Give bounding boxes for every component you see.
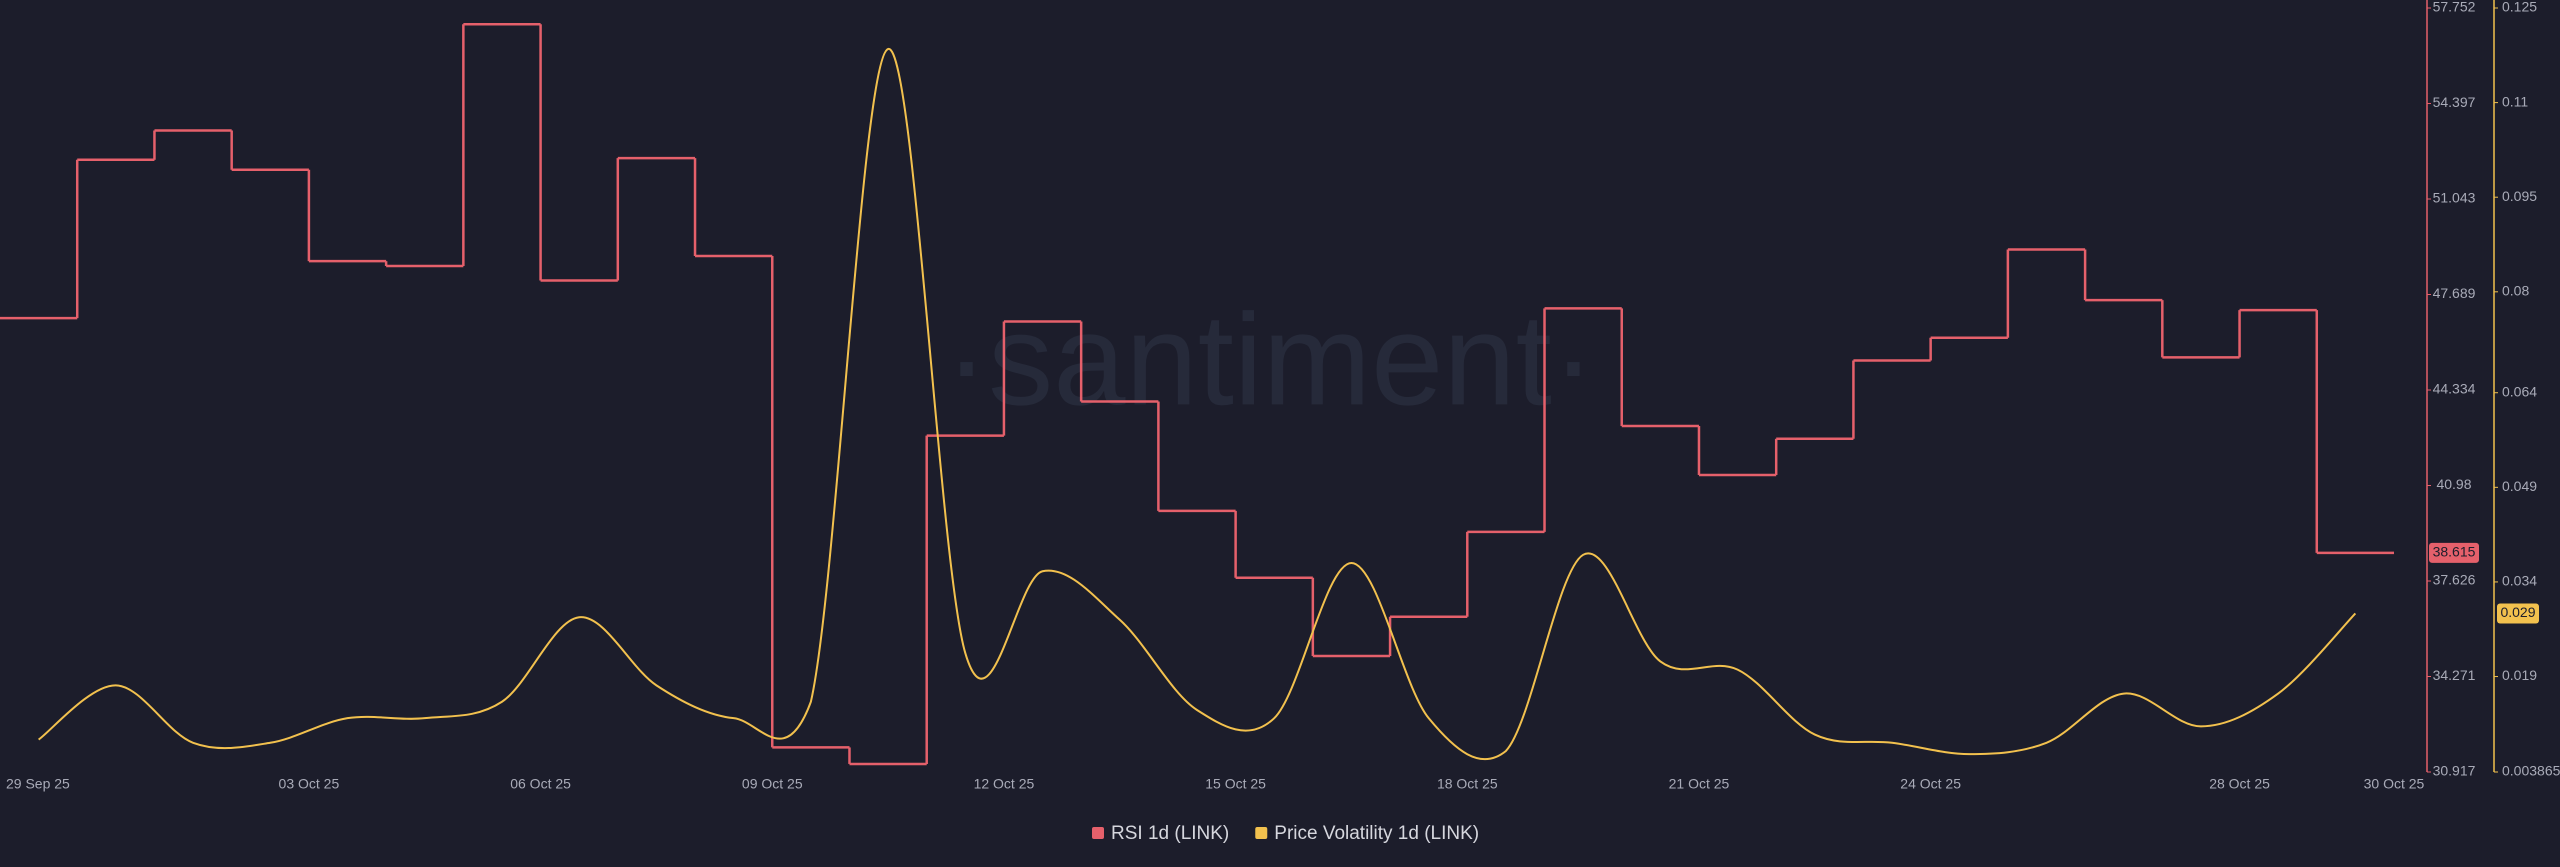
y-tick-label: 54.397 xyxy=(2433,94,2476,110)
y2-tick-label: 0.11 xyxy=(2502,93,2528,109)
y2-tick-label: 0.095 xyxy=(2502,188,2537,204)
y-tick-label: 37.626 xyxy=(2433,572,2476,588)
volatility-line xyxy=(38,47,2357,761)
y-tick-label: 44.334 xyxy=(2433,381,2476,397)
x-tick-label: 06 Oct 25 xyxy=(510,776,571,792)
x-tick-label: 03 Oct 25 xyxy=(279,776,340,792)
y2-tick-label: 0.08 xyxy=(2502,283,2529,299)
y2-tick-label: 0.003865 xyxy=(2502,763,2560,779)
y-tick-label: 40.98 xyxy=(2436,476,2471,492)
x-tick-label: 18 Oct 25 xyxy=(1437,776,1498,792)
volatility-last-value: 0.029 xyxy=(2500,604,2535,620)
y-tick-label: 47.689 xyxy=(2433,285,2476,301)
x-tick-label: 15 Oct 25 xyxy=(1205,776,1266,792)
volatility-last-value-badge xyxy=(2497,603,2539,624)
x-tick-label: 12 Oct 25 xyxy=(974,776,1035,792)
x-tick-label: 21 Oct 25 xyxy=(1669,776,1730,792)
watermark: ·santiment· xyxy=(945,286,1595,432)
x-tick-label: 29 Sep 25 xyxy=(6,776,70,792)
rsi-last-value-badge xyxy=(2429,542,2479,563)
x-tick-label: 09 Oct 25 xyxy=(742,776,803,792)
legend-swatch xyxy=(1255,827,1268,839)
rsi-last-value: 38.615 xyxy=(2433,544,2476,560)
x-tick-label: 28 Oct 25 xyxy=(2209,776,2270,792)
y-tick-label: 34.271 xyxy=(2433,667,2476,683)
legend-swatch xyxy=(1092,827,1104,839)
y2-tick-label: 0.034 xyxy=(2502,573,2537,589)
legend-label: RSI 1d (LINK) xyxy=(1111,823,1229,844)
x-tick-label: 24 Oct 25 xyxy=(1900,776,1961,792)
y2-tick-label: 0.049 xyxy=(2502,478,2537,494)
x-tick-label: 30 Oct 25 xyxy=(2364,776,2425,792)
y2-tick-label: 0.125 xyxy=(2502,0,2537,15)
y-tick-label: 51.043 xyxy=(2433,190,2476,206)
y-tick-label: 57.752 xyxy=(2433,0,2476,15)
y2-tick-label: 0.064 xyxy=(2502,383,2537,399)
y-tick-label: 30.917 xyxy=(2433,763,2476,779)
legend-label: Price Volatility 1d (LINK) xyxy=(1274,823,1479,844)
y2-tick-label: 0.019 xyxy=(2502,667,2537,683)
